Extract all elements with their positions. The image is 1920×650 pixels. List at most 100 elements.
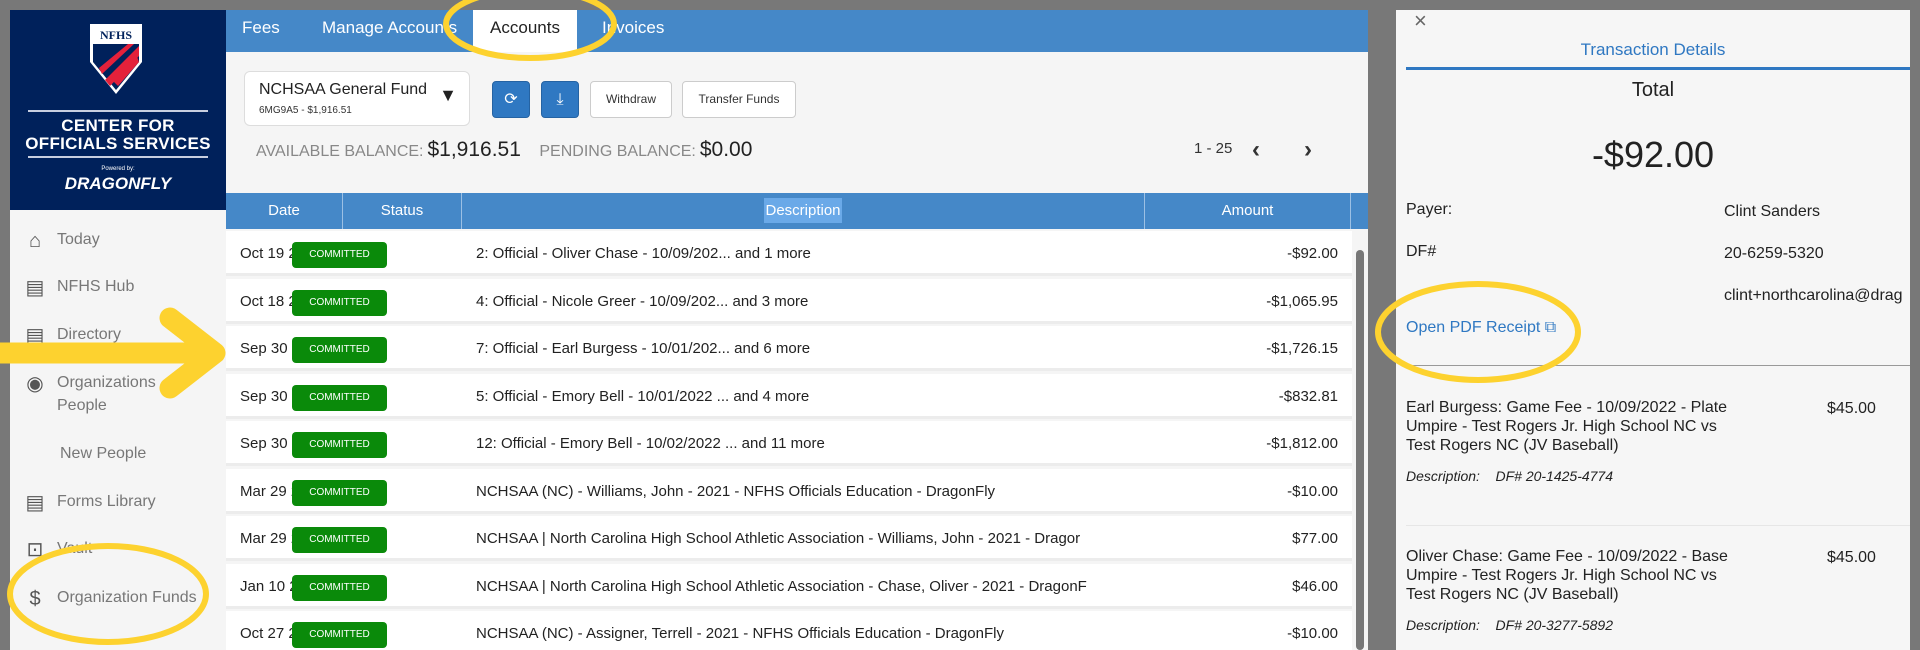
row-amount: -$1,065.95 [1266, 292, 1338, 310]
divider [1406, 365, 1910, 366]
table-row[interactable]: Oct 27 2021 COMMITTED NCHSAA (NC) - Assi… [226, 611, 1352, 650]
row-amount: -$1,726.15 [1266, 340, 1338, 357]
table-header: Date Status Description Amount [226, 193, 1368, 229]
panel-title: Transaction Details [1580, 40, 1726, 59]
row-description: NCHSAA (NC) - Williams, John - 2021 - NF… [476, 482, 996, 500]
refresh-button[interactable]: ⟳ [492, 81, 530, 118]
payer-email: clint+northcarolina@drag [1724, 287, 1903, 304]
table-row[interactable]: Oct 19 2022 COMMITTED 2: Official - Oliv… [226, 231, 1352, 276]
logo-line-2: OFFICIALS SERVICES [25, 134, 211, 153]
transaction-details-panel: × Transaction Details Total -$92.00 Paye… [1396, 10, 1910, 650]
accounts-main: Fees Manage Accounts Accounts Invoices N… [226, 10, 1368, 650]
row-description: 5: Official - Emory Bell - 10/01/2022 ..… [476, 387, 810, 405]
row-amount: -$10.00 [1287, 482, 1338, 500]
caret-down-icon: ▼ [439, 85, 457, 105]
row-description: 4: Official - Nicole Greer - 10/09/202..… [476, 292, 809, 310]
account-select[interactable]: NCHSAA General Fund 6MG9A5 - $1,916.51 ▼ [244, 71, 470, 126]
close-icon[interactable]: × [1414, 10, 1427, 33]
user-circle-icon: ◉ [26, 373, 44, 395]
svg-text:NFHS: NFHS [100, 28, 132, 42]
page-range: 1 - 25 [1194, 140, 1233, 157]
payer-value: Clint Sanders [1724, 203, 1821, 220]
row-amount: -$92.00 [1287, 245, 1338, 262]
scrollbar[interactable] [1356, 250, 1364, 650]
external-link-icon: ⧉ [1544, 319, 1557, 336]
pending-balance: $0.00 [699, 138, 753, 161]
header-status[interactable]: Status [343, 193, 462, 229]
header-date[interactable]: Date [226, 193, 343, 229]
nfhs-shield-logo: NFHS [90, 24, 142, 94]
total-amount: -$92.00 [1591, 134, 1715, 175]
status-badge: COMMITTED [292, 574, 387, 601]
row-description: 12: Official - Emory Bell - 10/02/2022 .… [476, 435, 825, 452]
row-amount: $77.00 [1292, 530, 1338, 547]
payer-label: Payer: [1406, 201, 1453, 218]
line-item-amount: $45.00 [1827, 549, 1876, 566]
document-icon: ▤ [25, 277, 45, 299]
status-badge: COMMITTED [292, 337, 387, 363]
row-amount: -$832.81 [1278, 387, 1338, 405]
pagination: 1 - 25 ‹ › [1194, 136, 1312, 163]
status-badge: COMMITTED [292, 527, 387, 553]
row-description: 2: Official - Oliver Chase - 10/09/202..… [476, 245, 811, 262]
table-row[interactable]: Jan 10 2022 COMMITTED NCHSAA | North Car… [226, 563, 1352, 609]
next-page-button[interactable]: › [1304, 136, 1312, 163]
table-row[interactable]: Oct 18 2022 COMMITTED 4: Official - Nico… [226, 278, 1352, 324]
status-badge: COMMITTED [292, 432, 387, 458]
line-item-description: Description: DF# 20-1425-4774 [1406, 468, 1614, 484]
open-pdf-receipt-link[interactable]: Open PDF Receipt ⧉ [1406, 319, 1557, 336]
line-item-description: Description: DF# 20-3277-5892 [1406, 617, 1614, 633]
available-balance: $1,916.51 [427, 138, 521, 161]
title-underline [1406, 67, 1910, 70]
tab-fees[interactable]: Fees [242, 18, 280, 37]
dragonfly-logo: Powered by: DRAGONFLY [64, 166, 172, 193]
prev-page-button[interactable]: ‹ [1252, 136, 1260, 163]
tab-invoices[interactable]: Invoices [602, 18, 665, 37]
withdraw-button[interactable]: Withdraw [590, 81, 672, 118]
transfer-funds-button[interactable]: Transfer Funds [682, 81, 796, 118]
status-badge: COMMITTED [292, 479, 387, 506]
row-description: NCHSAA (NC) - Assigner, Terrell - 2021 -… [476, 625, 1004, 642]
line-item-amount: $45.00 [1827, 400, 1876, 417]
download-icon: ⤓ [556, 91, 564, 108]
row-amount: $46.00 [1292, 577, 1338, 595]
table-row[interactable]: Mar 29 2022 COMMITTED NCHSAA (NC) - Will… [226, 468, 1352, 514]
logo-line-1: CENTER FOR [61, 116, 175, 135]
dollar-circle-icon: $ [29, 588, 41, 610]
balance-row: AVAILABLE BALANCE: $1,916.51 PENDING BALA… [256, 138, 753, 161]
vault-icon: ⊡ [26, 539, 44, 561]
document-icon: ▤ [25, 325, 45, 347]
row-amount: -$10.00 [1287, 625, 1338, 642]
status-badge: COMMITTED [292, 384, 387, 411]
home-icon: ⌂ [28, 230, 42, 252]
header-description[interactable]: Description [462, 193, 1145, 229]
refresh-icon: ⟳ [504, 91, 518, 108]
sidebar: NFHS CENTER FOR OFFICIALS SERVICES Power… [10, 10, 226, 650]
tab-bar: Fees Manage Accounts Accounts Invoices [226, 10, 1368, 52]
table-row[interactable]: Sep 30 2022 COMMITTED 5: Official - Emor… [226, 373, 1352, 419]
total-label: Total [1631, 79, 1675, 101]
table-row[interactable]: Mar 29 2022 COMMITTED NCHSAA | North Car… [226, 516, 1352, 561]
table-row[interactable]: Sep 30 2022 COMMITTED 7: Official - Earl… [226, 326, 1352, 371]
status-badge: COMMITTED [292, 622, 387, 648]
status-badge: COMMITTED [292, 242, 387, 268]
row-description: 7: Official - Earl Burgess - 10/01/202..… [476, 340, 811, 357]
df-value: 20-6259-5320 [1724, 245, 1824, 262]
status-badge: COMMITTED [292, 289, 387, 316]
header-amount[interactable]: Amount [1145, 193, 1351, 229]
account-name: NCHSAA General Fund [259, 81, 428, 98]
document-icon: ▤ [25, 492, 45, 514]
table-row[interactable]: Sep 30 2022 COMMITTED 12: Official - Emo… [226, 421, 1352, 466]
line-item-text: Oliver Chase: Game Fee - 10/09/2022 - Ba… [1406, 548, 1728, 603]
account-sub: 6MG9A5 - $1,916.51 [259, 105, 352, 116]
tab-accounts[interactable]: Accounts [473, 10, 577, 52]
line-item-text: Earl Burgess: Game Fee - 10/09/2022 - Pl… [1406, 399, 1728, 454]
row-description: NCHSAA | North Carolina High School Athl… [476, 530, 1081, 547]
divider [1406, 525, 1910, 526]
row-description: NCHSAA | North Carolina High School Athl… [476, 577, 1087, 595]
download-button[interactable]: ⤓ [541, 81, 579, 118]
tab-manage-accounts[interactable]: Manage Accounts [322, 18, 458, 37]
nfhs-logo: NFHS CENTER FOR OFFICIALS SERVICES Power… [10, 10, 226, 210]
row-amount: -$1,812.00 [1266, 435, 1338, 452]
df-label: DF# [1406, 243, 1437, 260]
